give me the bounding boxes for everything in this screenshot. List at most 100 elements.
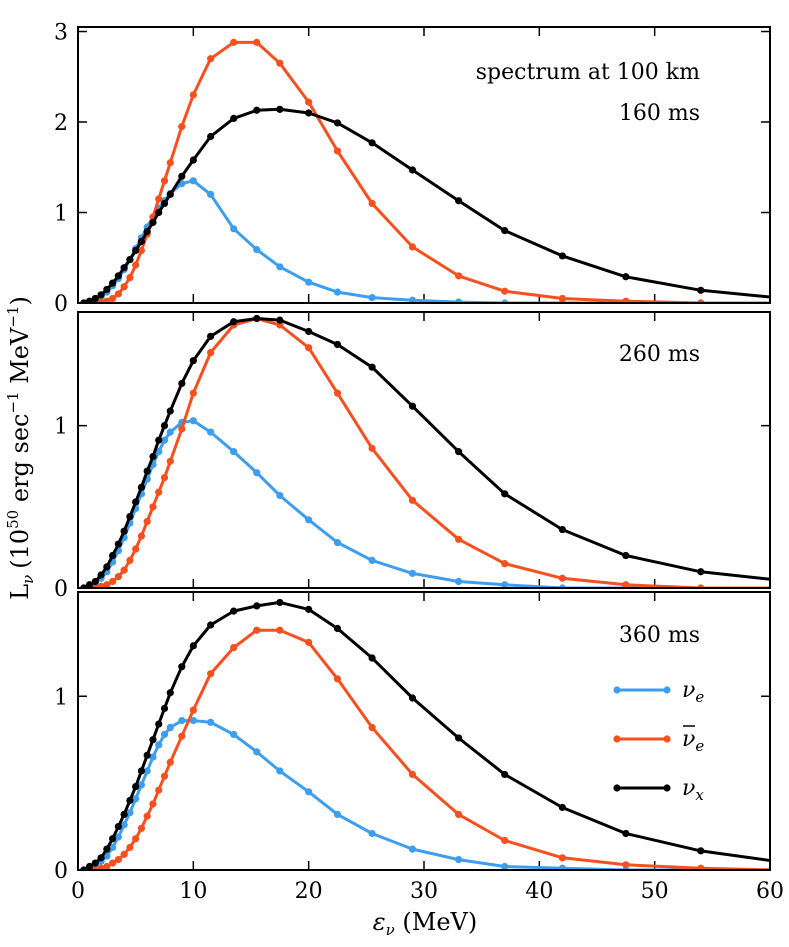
data-point-nubar_e xyxy=(253,38,261,46)
data-point-nu_x xyxy=(455,734,463,742)
data-point-nubar_e xyxy=(305,98,313,106)
legend-swatch-point xyxy=(663,784,671,792)
data-point-nu_x xyxy=(230,114,238,122)
y-tick-label: 3 xyxy=(54,21,68,46)
data-point-nubar_e xyxy=(149,800,157,808)
y-tick-label: 0 xyxy=(54,577,68,602)
data-point-nu_x xyxy=(137,483,146,491)
data-point-nubar_e xyxy=(120,283,128,291)
data-point-nu_e xyxy=(166,723,174,732)
data-point-nu_x xyxy=(132,498,140,506)
time-annotation: 260 ms xyxy=(619,342,700,367)
panel-1: 0 1 2 3 spectrum at 100 km 160 ms xyxy=(54,21,779,317)
data-point-nubar_e xyxy=(501,836,509,845)
data-point-nu_e xyxy=(253,246,261,254)
data-point-nu_e xyxy=(305,278,313,286)
data-point-nu_e xyxy=(408,845,417,853)
plot-root: 0 1 2 3 spectrum at 100 km 160 ms 0 1 260 ms 0 1 36… xyxy=(4,21,784,939)
data-point-nu_x xyxy=(149,736,157,744)
data-point-nu_x xyxy=(85,297,94,303)
data-point-nu_e xyxy=(189,716,197,725)
data-point-nu_e xyxy=(772,299,779,306)
series-line-nu_e xyxy=(83,719,770,870)
data-point-nubar_e xyxy=(109,577,117,586)
data-point-nu_x xyxy=(501,227,509,235)
data-point-nu_x xyxy=(305,605,313,613)
data-point-nu_e xyxy=(305,516,313,524)
data-point-nu_x xyxy=(155,208,163,217)
data-point-nu_e xyxy=(207,428,215,436)
data-point-nu_x xyxy=(109,835,117,843)
data-point-nubar_e xyxy=(137,246,146,255)
data-point-nu_x xyxy=(697,286,705,294)
data-point-nu_x xyxy=(772,858,779,865)
legend-entry-nu_x: νx xyxy=(613,776,704,804)
data-point-nu_x xyxy=(455,197,463,205)
data-point-nu_x xyxy=(85,862,94,870)
data-point-nu_x xyxy=(772,576,779,583)
data-point-nubar_e xyxy=(120,850,128,858)
data-point-nubar_e xyxy=(253,626,261,634)
series-nubar_e xyxy=(80,38,779,306)
data-point-nu_e xyxy=(408,569,417,577)
data-point-nu_x xyxy=(114,540,122,548)
data-point-nu_e xyxy=(455,298,463,303)
data-point-nubar_e xyxy=(772,299,779,306)
data-point-nubar_e xyxy=(697,864,705,870)
data-point-nu_x xyxy=(109,279,117,287)
data-point-nubar_e xyxy=(305,638,313,646)
data-point-nu_x xyxy=(126,255,134,264)
data-point-nubar_e xyxy=(109,294,117,303)
data-point-nubar_e xyxy=(455,272,463,280)
x-axis-title-main: ε xyxy=(373,908,386,936)
data-point-nubar_e xyxy=(103,862,111,870)
legend-label: νe xyxy=(682,727,704,755)
data-point-nubar_e xyxy=(97,864,105,870)
data-point-nubar_e xyxy=(160,772,169,780)
data-point-nu_x xyxy=(114,272,122,280)
data-point-nu_x xyxy=(333,340,342,349)
data-point-nu_x xyxy=(155,436,163,444)
data-point-nubar_e xyxy=(143,517,151,526)
data-point-nubar_e xyxy=(207,348,215,357)
data-point-nubar_e xyxy=(408,496,417,504)
data-point-nubar_e xyxy=(207,670,215,678)
data-point-nu_e xyxy=(132,795,140,803)
legend-label-main: ν xyxy=(682,727,695,752)
data-point-nu_x xyxy=(97,291,105,299)
data-point-nu_x xyxy=(137,767,146,775)
data-point-nu_e xyxy=(149,753,157,761)
data-point-nubar_e xyxy=(178,122,186,131)
y-axis-title-exp: −1 xyxy=(4,391,22,413)
data-point-nu_x xyxy=(114,822,122,831)
data-point-nubar_e xyxy=(155,195,163,203)
data-point-nu_e xyxy=(368,556,376,565)
data-point-nu_e xyxy=(160,730,169,739)
data-point-nu_x xyxy=(455,448,463,456)
data-point-nu_e xyxy=(178,716,186,725)
data-point-nubar_e xyxy=(166,159,174,167)
data-point-nu_e xyxy=(408,296,417,303)
data-point-nu_x xyxy=(143,751,151,759)
data-point-nu_x xyxy=(178,379,186,388)
data-point-nubar_e xyxy=(97,298,105,303)
data-point-nu_x xyxy=(85,581,94,588)
series-nu_x xyxy=(80,314,779,588)
data-point-nubar_e xyxy=(166,457,174,465)
data-point-nu_x xyxy=(178,663,186,671)
legend-entry-nu_e: νe xyxy=(613,678,704,706)
data-point-nubar_e xyxy=(160,474,169,482)
legend-swatch-point xyxy=(663,686,671,694)
data-point-nubar_e xyxy=(772,866,779,873)
data-point-nu_x xyxy=(132,246,140,255)
legend-label-sub: e xyxy=(695,688,704,706)
y-axis-title-part: ) xyxy=(6,296,34,305)
x-tick-label: 20 xyxy=(295,879,323,904)
data-point-nu_x xyxy=(160,199,169,208)
legend-label: νe xyxy=(682,678,704,706)
data-point-nu_x xyxy=(160,704,169,713)
data-point-nu_x xyxy=(178,172,186,180)
data-point-nubar_e xyxy=(622,861,630,869)
data-point-nubar_e xyxy=(368,444,376,452)
legend-label-sub: e xyxy=(695,737,704,755)
